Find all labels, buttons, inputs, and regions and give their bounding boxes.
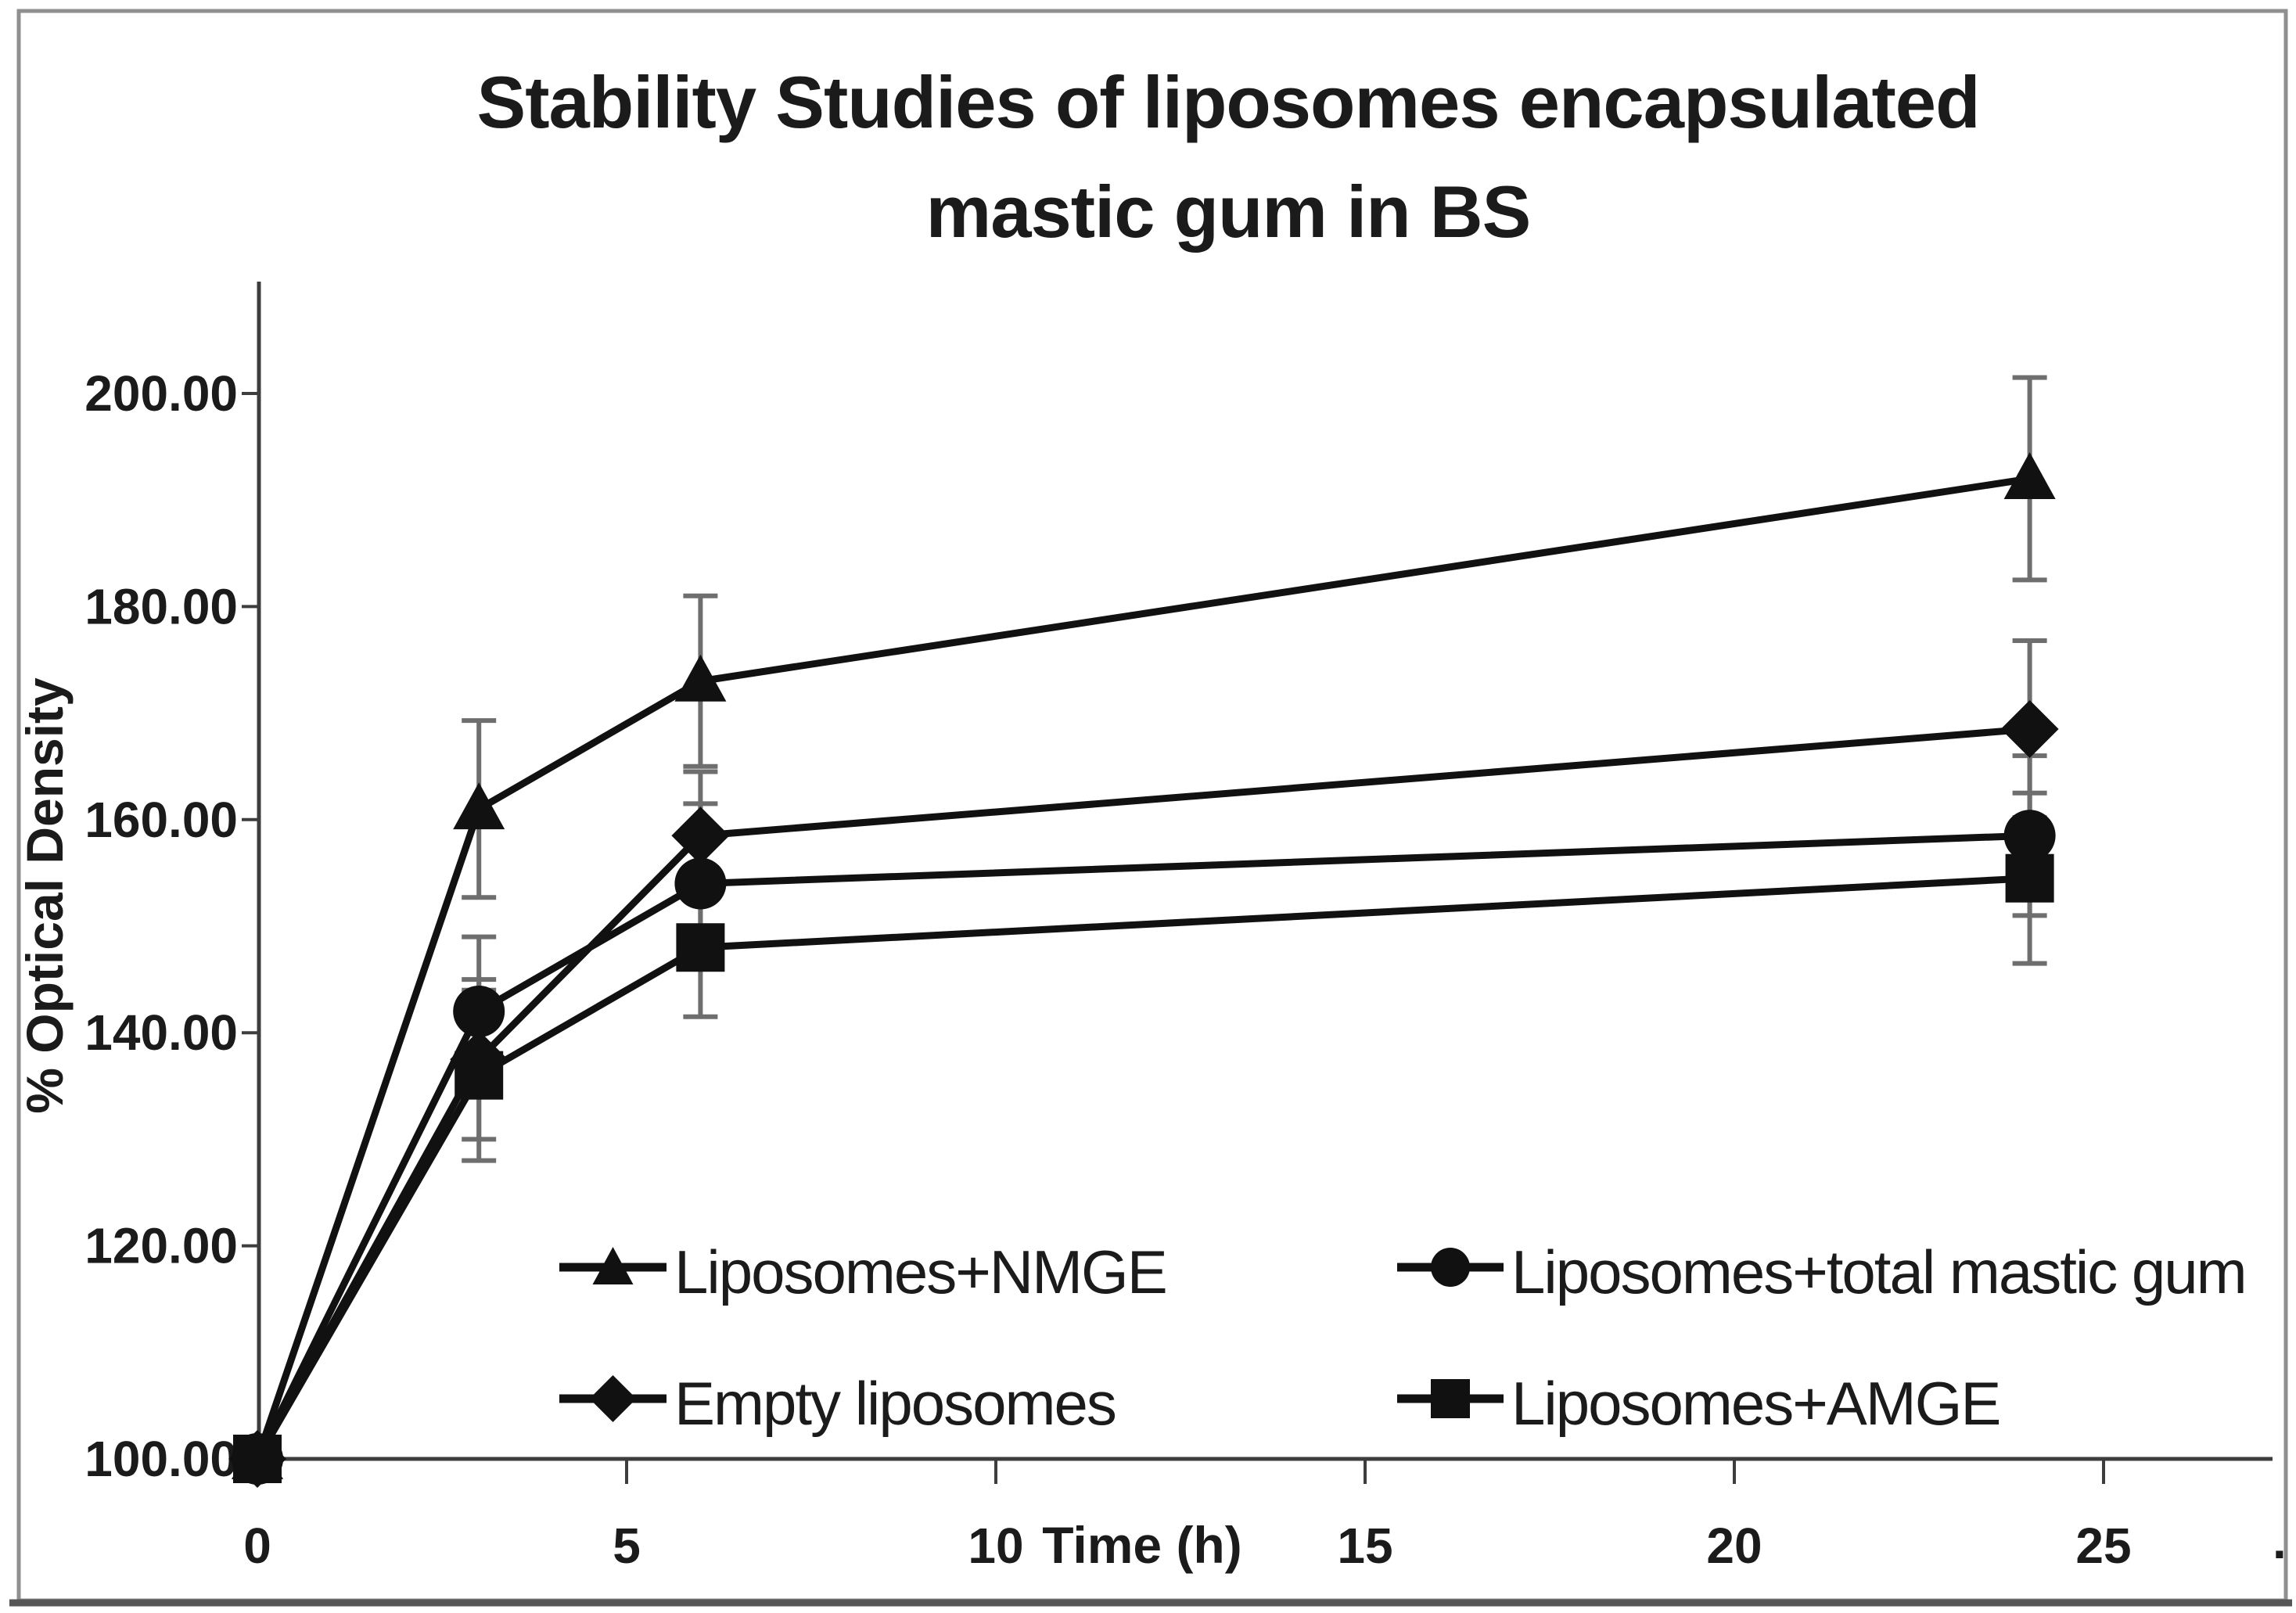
chart-title-line1: Stability Studies of liposomes encapsula… (477, 61, 1980, 143)
circle-marker (1431, 1248, 1470, 1287)
y-tick-label: 180.00 (84, 578, 238, 634)
legend-label: Empty liposomes (674, 1369, 1116, 1438)
y-axis-title: % Optical Density (16, 677, 74, 1114)
square-marker (2005, 853, 2054, 903)
square-marker (233, 1435, 282, 1483)
y-tick-label: 140.00 (84, 1004, 238, 1061)
error-bars (240, 375, 2047, 1483)
chart-title-line2: mastic gum in BS (926, 171, 1531, 253)
x-tick-label: 10 (968, 1518, 1023, 1574)
legend-item: Liposomes+total mastic gum (1397, 1238, 2247, 1306)
x-tick-label: 0 (243, 1518, 271, 1574)
y-tick-label: 120.00 (84, 1218, 238, 1274)
triangle-marker (674, 654, 727, 702)
x-axis-title: Time (h) (1042, 1516, 1241, 1574)
axes: 100.00 120.00 140.00 160.00 180.00 200.00 0 5 10… (84, 282, 2273, 1574)
legend-label: Liposomes+NMGE (674, 1238, 1166, 1306)
circle-marker (674, 857, 727, 910)
square-marker (455, 1051, 504, 1100)
legend: Liposomes+NMGE Liposomes+total mastic gum… (559, 1238, 2247, 1438)
diamond-marker (671, 806, 730, 865)
x-tick-label: 5 (613, 1518, 641, 1574)
circle-marker (453, 985, 505, 1037)
square-marker (1431, 1379, 1470, 1418)
diamond-marker (589, 1375, 637, 1422)
triangle-marker (592, 1247, 634, 1284)
triangle-marker (453, 782, 505, 830)
x-tick-label: 20 (1706, 1518, 1762, 1574)
series-line (254, 875, 2030, 1461)
y-tick-label: 200.00 (84, 365, 238, 422)
legend-label: Liposomes+AMGE (1511, 1369, 2000, 1438)
series-lines (253, 475, 2031, 1461)
series-markers (228, 451, 2059, 1488)
legend-item: Liposomes+NMGE (559, 1238, 1168, 1306)
y-tick-label: 100.00 (84, 1431, 238, 1487)
legend-label: Liposomes+total mastic gum (1511, 1238, 2246, 1306)
square-marker (676, 923, 725, 972)
series-line (253, 475, 2031, 1460)
legend-item: Empty liposomes (559, 1369, 1117, 1438)
stray-period: . (2273, 1513, 2287, 1569)
x-tick-label: 25 (2075, 1518, 2131, 1574)
y-tick-label: 160.00 (84, 792, 238, 848)
legend-item: Liposomes+AMGE (1397, 1369, 2001, 1438)
triangle-marker (2003, 451, 2056, 499)
series-line (253, 832, 2030, 1460)
circle-marker (2003, 810, 2056, 862)
series-line (254, 725, 2030, 1461)
diamond-marker (2000, 700, 2059, 759)
x-tick-label: 15 (1337, 1518, 1392, 1574)
